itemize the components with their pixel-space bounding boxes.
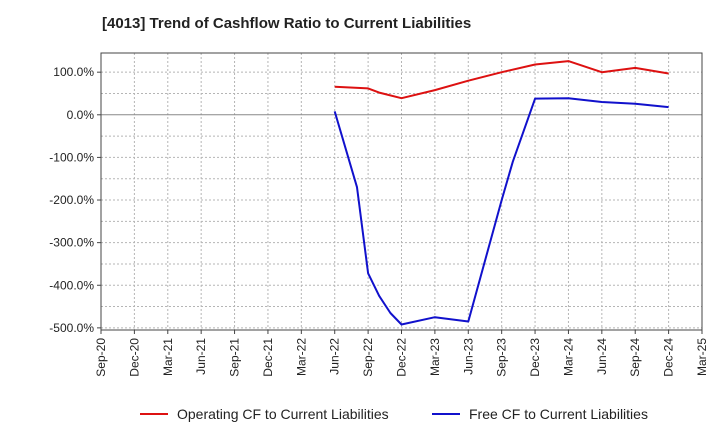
x-tick-label: Mar-23 bbox=[428, 338, 442, 376]
series-line-operating-cf bbox=[334, 60, 669, 100]
y-tick-label: -100.0% bbox=[49, 150, 94, 164]
y-tick-label: -300.0% bbox=[49, 236, 94, 250]
x-tick-label: Dec-20 bbox=[127, 338, 141, 377]
x-tick-label: Sep-21 bbox=[228, 338, 242, 377]
x-tick-label: Jun-23 bbox=[461, 338, 475, 375]
x-tick-label: Dec-22 bbox=[395, 338, 409, 377]
y-tick-label: -200.0% bbox=[49, 193, 94, 207]
x-tick-label: Jun-24 bbox=[595, 338, 609, 375]
x-tick-label: Mar-22 bbox=[294, 338, 308, 376]
x-tick-label: Mar-21 bbox=[161, 338, 175, 376]
x-tick-label: Sep-24 bbox=[628, 338, 642, 377]
series-line-free-cf bbox=[333, 97, 669, 326]
y-tick-label: -400.0% bbox=[49, 278, 94, 292]
x-tick-label: Dec-21 bbox=[261, 338, 275, 377]
x-tick-label: Sep-20 bbox=[94, 338, 108, 377]
x-tick-label: Dec-23 bbox=[528, 338, 542, 377]
x-tick-label: Mar-24 bbox=[561, 338, 575, 376]
x-tick-label: Dec-24 bbox=[662, 338, 676, 377]
x-tick-label: Mar-25 bbox=[695, 338, 709, 376]
x-tick-label: Sep-23 bbox=[495, 338, 509, 377]
x-tick-label: Sep-22 bbox=[361, 338, 375, 377]
legend-label-free-cf: Free CF to Current Liabilities bbox=[469, 406, 648, 422]
legend-label-operating-cf: Operating CF to Current Liabilities bbox=[177, 406, 389, 422]
chart-title: [4013] Trend of Cashflow Ratio to Curren… bbox=[102, 15, 472, 32]
y-tick-label: 0.0% bbox=[67, 108, 95, 122]
y-tick-label: -500.0% bbox=[49, 321, 94, 335]
x-tick-label: Jun-21 bbox=[194, 338, 208, 375]
y-tick-label: 100.0% bbox=[53, 65, 94, 79]
x-tick-label: Jun-22 bbox=[328, 338, 342, 375]
